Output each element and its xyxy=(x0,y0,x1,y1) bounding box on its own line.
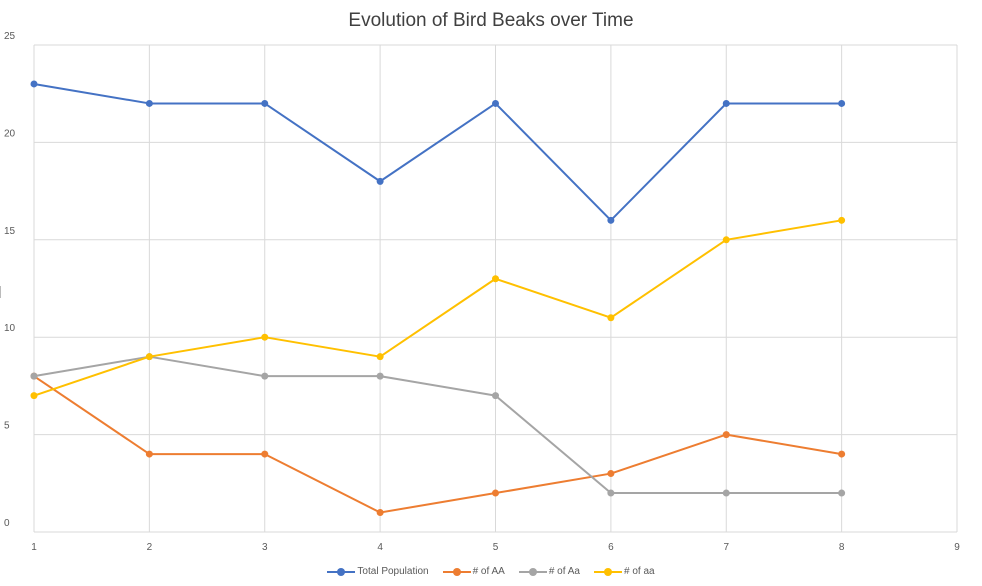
legend-label: # of Aa xyxy=(548,566,580,577)
legend-marker-icon xyxy=(442,567,471,577)
legend-entry: # of AA xyxy=(442,566,505,577)
data-point xyxy=(607,470,615,478)
series-line xyxy=(33,375,842,514)
data-point xyxy=(145,353,153,361)
legend-marker-icon xyxy=(327,567,356,577)
y-tick-label: 5 xyxy=(4,421,10,432)
data-point xyxy=(492,489,499,497)
data-point xyxy=(722,489,730,497)
legend: Total Population # of AA # of Aa # of aa xyxy=(0,566,982,577)
x-tick-label: 8 xyxy=(839,542,845,553)
data-point xyxy=(838,216,846,224)
data-point xyxy=(261,333,269,341)
series-line xyxy=(33,82,842,222)
data-point xyxy=(145,450,153,458)
x-tick-label: 3 xyxy=(262,542,268,553)
y-tick-label: 10 xyxy=(4,323,16,334)
data-point xyxy=(607,314,615,322)
y-axis-title-fragment xyxy=(0,286,1,298)
series-line xyxy=(33,355,842,495)
legend-entry: # of Aa xyxy=(518,566,580,577)
legend-label: # of AA xyxy=(472,566,505,577)
data-point xyxy=(838,489,846,497)
data-point xyxy=(838,450,846,458)
x-tick-label: 2 xyxy=(147,542,153,553)
data-point xyxy=(492,392,499,400)
y-tick-label: 0 xyxy=(4,518,10,529)
chart-title: Evolution of Bird Beaks over Time xyxy=(348,10,634,31)
x-tick-label: 9 xyxy=(954,542,960,553)
data-point xyxy=(492,275,499,283)
data-point xyxy=(376,353,384,361)
x-tick-label: 1 xyxy=(31,542,37,553)
y-tick-label: 20 xyxy=(4,128,16,139)
data-point xyxy=(261,99,269,107)
series-line xyxy=(33,219,842,397)
data-point xyxy=(30,80,38,88)
x-tick-label: 6 xyxy=(608,542,614,553)
data-point xyxy=(376,372,384,380)
data-point xyxy=(722,431,730,439)
data-point xyxy=(492,99,499,107)
data-point xyxy=(607,216,615,224)
legend-marker-icon xyxy=(593,567,622,577)
legend-marker-icon xyxy=(518,567,547,577)
data-point xyxy=(145,99,153,107)
data-point xyxy=(30,372,38,380)
data-point xyxy=(261,450,269,458)
legend-entry: Total Population xyxy=(327,566,429,577)
legend-entry: # of aa xyxy=(593,566,655,577)
data-point xyxy=(722,236,730,244)
data-point xyxy=(722,99,730,107)
y-tick-label: 25 xyxy=(4,31,16,42)
x-tick-label: 7 xyxy=(723,542,729,553)
legend-label: # of aa xyxy=(623,566,655,577)
data-point xyxy=(376,509,384,517)
data-point xyxy=(261,372,269,380)
x-tick-label: 5 xyxy=(493,542,499,553)
y-tick-label: 15 xyxy=(4,226,16,237)
legend-label: Total Population xyxy=(357,566,429,577)
data-point xyxy=(376,177,384,185)
x-tick-label: 4 xyxy=(377,542,383,553)
data-point xyxy=(30,392,38,400)
data-point xyxy=(838,99,846,107)
data-point xyxy=(607,489,615,497)
